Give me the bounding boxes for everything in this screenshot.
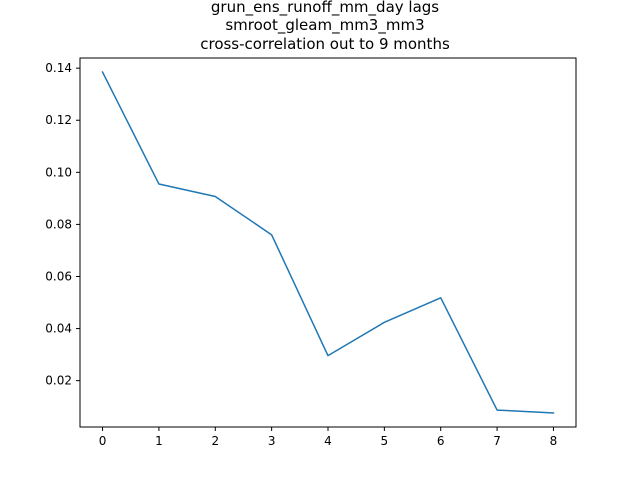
x-tick-label: 3 [268, 434, 276, 448]
y-tick-label: 0.14 [45, 61, 72, 75]
chart-title-line-3: cross-correlation out to 9 months [200, 35, 450, 53]
y-tick-label: 0.06 [45, 269, 72, 283]
y-tick-label: 0.12 [45, 113, 72, 127]
x-tick-label: 5 [381, 434, 389, 448]
x-tick-label: 7 [493, 434, 501, 448]
x-tick-label: 1 [155, 434, 163, 448]
x-tick-label: 2 [211, 434, 219, 448]
y-axis: 0.02 0.04 0.06 0.08 0.10 0.12 0.14 [45, 61, 80, 388]
x-tick-label: 6 [437, 434, 445, 448]
chart-title: grun_ens_runoff_mm_day lags smroot_gleam… [200, 0, 450, 53]
x-tick-label: 8 [550, 434, 558, 448]
y-tick-label: 0.04 [45, 322, 72, 336]
x-tick-label: 0 [99, 434, 107, 448]
axes-frame [79, 57, 577, 428]
y-tick-label: 0.10 [45, 165, 72, 179]
y-tick-label: 0.02 [45, 374, 72, 388]
series-line-0 [101, 71, 555, 414]
x-axis: 0 1 2 3 4 5 6 7 8 [99, 427, 558, 448]
plot-area [101, 71, 555, 414]
x-tick-label: 4 [324, 434, 332, 448]
chart-title-line-1: grun_ens_runoff_mm_day lags [211, 0, 439, 17]
chart-title-line-2: smroot_gleam_mm3_mm3 [225, 16, 424, 35]
y-tick-label: 0.08 [45, 217, 72, 231]
